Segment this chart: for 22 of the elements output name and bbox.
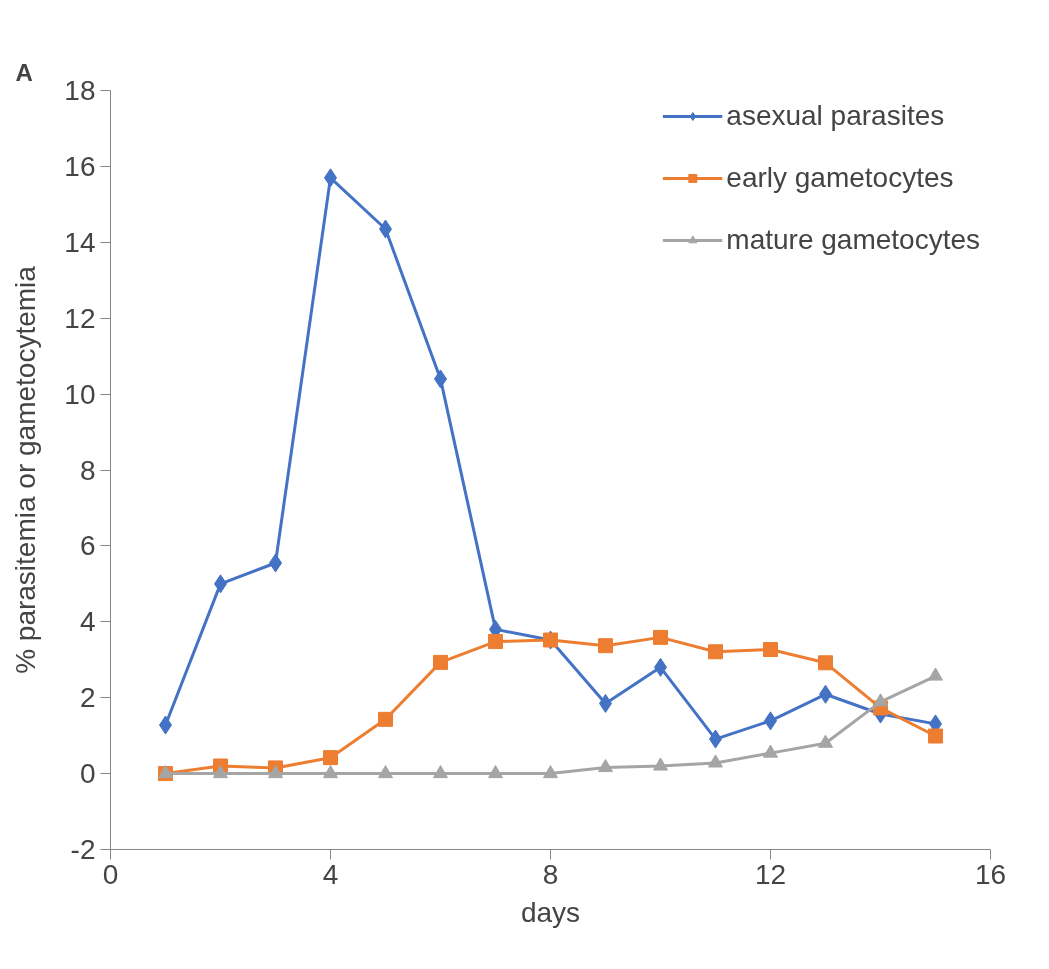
x-tick-label: 4 (322, 858, 339, 890)
y-tick-label: 0 (79, 758, 96, 790)
legend-label: early gametocytes (726, 162, 954, 194)
x-tick-label: 16 (974, 858, 1007, 890)
y-tick-label: 16 (64, 150, 96, 182)
y-tick-label: 4 (79, 606, 96, 638)
y-tick-label: 12 (64, 302, 96, 334)
y-tick-label: 8 (79, 454, 96, 486)
y-tick-label: 2 (79, 682, 96, 714)
y-tick-label: -2 (70, 834, 96, 865)
x-tick-label: 0 (102, 858, 119, 890)
legend-label: mature gametocytes (726, 224, 980, 256)
y-tick-label: 14 (64, 226, 96, 258)
y-axis-title: % parasitemia or gametocytemia (10, 265, 42, 674)
x-axis-title: days (520, 896, 581, 928)
y-tick-label: 10 (64, 378, 96, 410)
legend-label: asexual parasites (726, 100, 945, 132)
x-tick-label: 8 (542, 858, 559, 890)
x-tick-label: 12 (754, 858, 787, 890)
y-tick-label: 6 (79, 530, 96, 562)
chart-title: A (15, 58, 33, 86)
y-tick-label: 18 (64, 75, 96, 106)
